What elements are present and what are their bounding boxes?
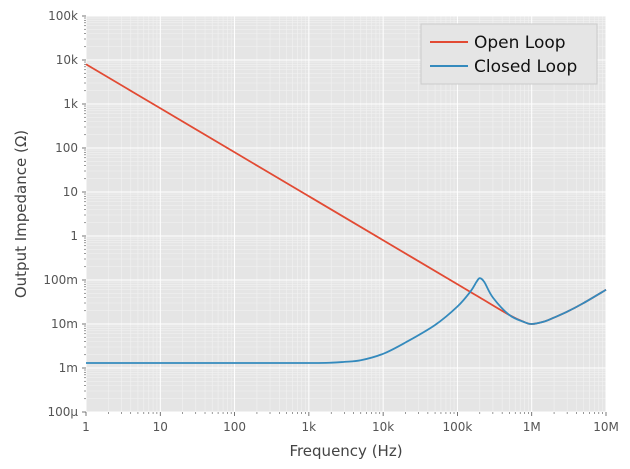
minor-grid	[86, 16, 606, 412]
y-tick-label: 100k	[48, 9, 78, 23]
x-tick-label: 1	[82, 420, 90, 434]
x-tick-label: 1k	[302, 420, 317, 434]
x-tick-label: 100k	[442, 420, 472, 434]
x-axis-ticks: 1 10 100 1k 10k 100k 1M 10M	[82, 412, 619, 434]
y-axis-ticks: 100µ 1m 10m 100m 1 10 100 1k 10k 100k	[43, 9, 86, 419]
y-tick-label: 1	[70, 229, 78, 243]
y-tick-label: 100m	[43, 273, 78, 287]
y-tick-label: 10	[63, 185, 78, 199]
series-line-closed-loop	[86, 277, 607, 364]
legend-box	[420, 23, 598, 85]
legend-label-open-loop: Open Loop	[474, 33, 566, 53]
y-tick-label: 10m	[51, 317, 78, 331]
x-tick-label: 10	[153, 420, 168, 434]
y-axis-label: Output Impedance (Ω)	[12, 130, 30, 298]
x-tick-label: 1M	[523, 420, 541, 434]
y-tick-label: 100µ	[47, 405, 78, 419]
x-axis-label: Frequency (Hz)	[289, 442, 402, 460]
y-tick-label: 10k	[56, 53, 78, 67]
x-tick-label: 10k	[372, 420, 394, 434]
y-tick-label: 1k	[63, 97, 78, 111]
series-layer	[85, 63, 607, 364]
x-tick-label: 10M	[593, 420, 619, 434]
y-tick-label: 1m	[59, 361, 78, 375]
y-tick-label: 100	[55, 141, 78, 155]
x-tick-label: 100	[223, 420, 246, 434]
legend-label-closed-loop: Closed Loop	[474, 57, 577, 77]
legend: Open Loop Closed Loop	[420, 23, 598, 85]
